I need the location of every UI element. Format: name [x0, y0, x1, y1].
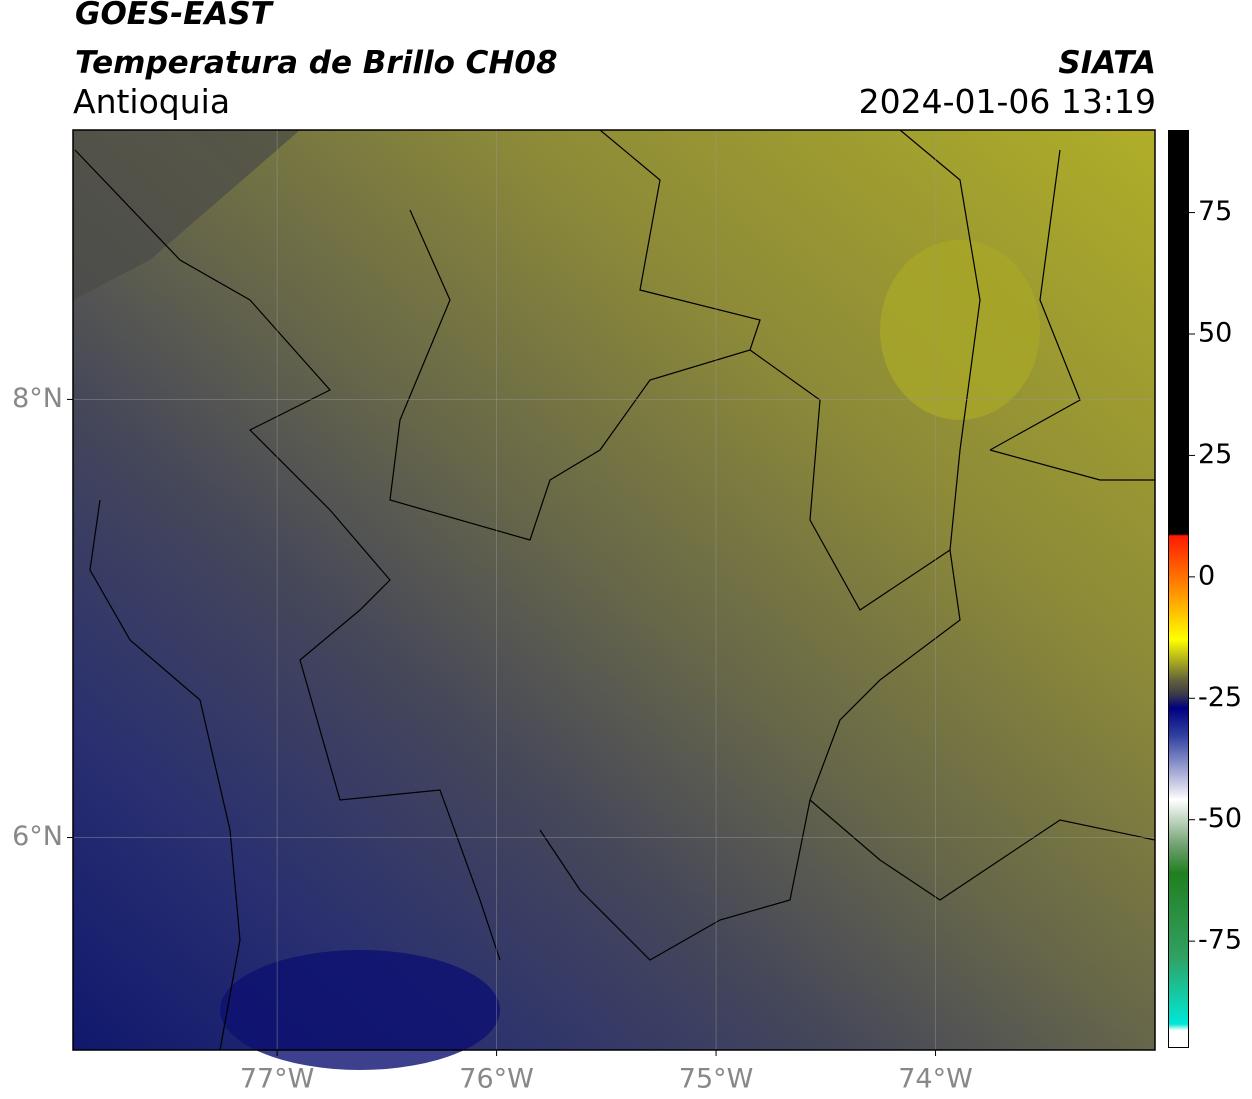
region-shade [880, 240, 1040, 420]
subtitle: Temperatura de Brillo CH08 [75, 45, 558, 81]
colorbar-label: 75 [1198, 196, 1232, 227]
y-tick-label: 6°N [12, 821, 63, 852]
x-tick-label: 74°W [898, 1064, 973, 1095]
source: SIATA [1058, 45, 1156, 81]
colorbar-label: -75 [1198, 925, 1242, 956]
x-tick-label: 77°W [240, 1064, 315, 1095]
datetime: 2024-01-06 13:19 [858, 82, 1156, 121]
y-tick-label: 8°N [12, 383, 63, 414]
colorbar-label: -50 [1198, 803, 1242, 834]
title: GOES-EAST [75, 0, 272, 32]
region-shade [73, 130, 300, 300]
colorbar [1168, 130, 1189, 1048]
x-tick-label: 76°W [459, 1064, 534, 1095]
map-frame [72, 129, 1156, 1051]
colorbar-label: 0 [1198, 560, 1215, 591]
region: Antioquia [73, 82, 231, 121]
x-tick-label: 75°W [679, 1064, 754, 1095]
borders [74, 129, 1156, 1051]
colorbar-label: -25 [1198, 682, 1242, 713]
region-shade [220, 950, 500, 1070]
colorbar-label: 50 [1198, 318, 1232, 349]
colorbar-label: 25 [1198, 439, 1232, 470]
